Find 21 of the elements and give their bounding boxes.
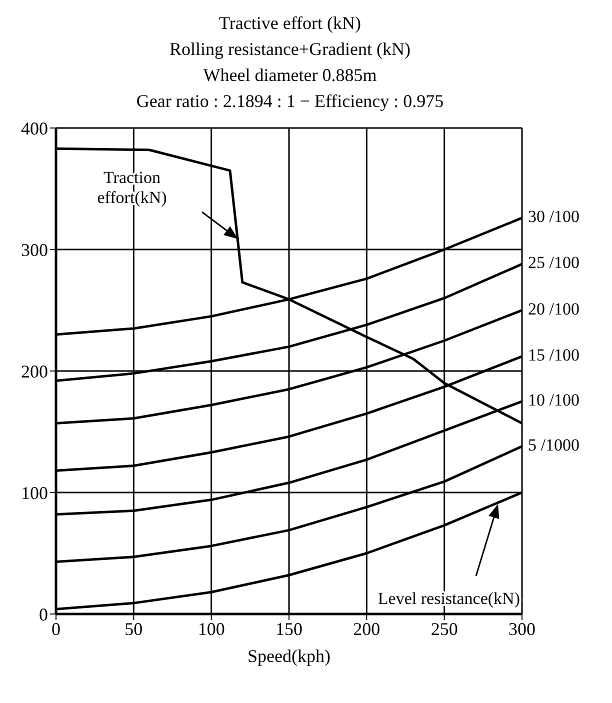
- y-tick-label: 400: [21, 118, 48, 138]
- series-label: 5 /1000: [528, 435, 580, 454]
- series-label: 15 /100: [528, 345, 580, 364]
- series-label: 30 /100: [528, 206, 580, 226]
- y-tick-label: 300: [21, 240, 48, 260]
- x-tick-label: 250: [430, 618, 458, 639]
- series-label: 25 /100: [528, 253, 580, 272]
- x-tick-label: 0: [52, 618, 60, 639]
- series-label: 20 /100: [528, 299, 580, 318]
- x-tick-label: 200: [353, 618, 380, 639]
- y-tick-label: 100: [21, 482, 48, 503]
- x-axis-title: Speed(kph): [248, 646, 330, 666]
- y-tick-label: 0: [39, 604, 48, 624]
- chart-subtitle: Rolling resistance+Gradient (kN) Wheel diameter 0.885m Gear ratio : 2.1894 : 1 − Efficiency : 0.975: [135, 38, 445, 113]
- x-tick-label: 300: [508, 618, 536, 639]
- x-tick-label: 100: [198, 618, 225, 639]
- y-tick-label: 200: [21, 361, 48, 382]
- chart-title: Tractive effort (kN): [218, 12, 362, 35]
- series-label: 10 /100: [528, 390, 580, 410]
- x-tick-label: 50: [124, 618, 143, 639]
- x-tick-label: 150: [276, 618, 302, 639]
